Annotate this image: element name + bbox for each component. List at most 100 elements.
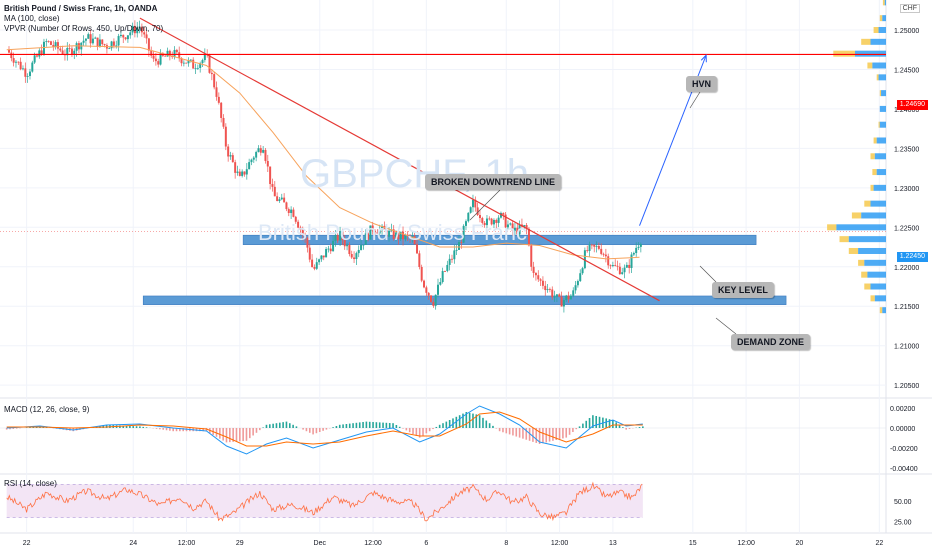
- macd-histogram-bar: [488, 423, 491, 428]
- candle-body: [166, 50, 169, 57]
- candle-body: [483, 222, 486, 226]
- macd-histogram-bar: [159, 428, 161, 430]
- candle-body: [91, 38, 94, 44]
- candle-body: [376, 232, 379, 234]
- macd-histogram-bar: [345, 424, 348, 428]
- volume-profile-row: [858, 247, 886, 254]
- macd-histogram-bar: [205, 428, 208, 432]
- macd-histogram-bar: [418, 428, 421, 438]
- macd-histogram-bar: [415, 428, 418, 436]
- candle-body: [45, 41, 48, 43]
- candle-body: [110, 41, 113, 49]
- y-tick-label: 1.24500: [894, 67, 919, 74]
- macd-histogram-bar: [395, 425, 398, 428]
- macd-histogram-bar: [129, 425, 131, 428]
- macd-histogram-bar: [335, 426, 338, 428]
- candle-body: [122, 34, 125, 38]
- candle-body: [350, 254, 353, 258]
- macd-histogram-bar: [482, 417, 484, 428]
- macd-histogram-bar: [302, 428, 304, 430]
- macd-tick-label: 0.00200: [890, 406, 915, 413]
- macd-histogram-bar: [608, 419, 611, 428]
- candle-body: [101, 39, 104, 45]
- demand-zone-callout: DEMAND ZONE: [731, 334, 810, 350]
- macd-histogram-bar: [202, 428, 204, 432]
- macd-label[interactable]: MACD (12, 26, close, 9): [4, 405, 90, 414]
- candle-body: [143, 32, 146, 35]
- volume-profile-row: [870, 200, 886, 207]
- y-tick-label: 1.22000: [894, 265, 919, 272]
- candle-body: [138, 26, 141, 28]
- candle-body: [24, 68, 27, 77]
- candle-body: [353, 257, 356, 260]
- vpvr-legend[interactable]: VPVR (Number Of Rows, 450, Up/Down, 70): [4, 24, 164, 33]
- macd-histogram-bar: [428, 428, 431, 432]
- candle-body: [355, 253, 358, 260]
- macd-histogram-bar: [625, 428, 627, 430]
- candle-body: [369, 225, 372, 240]
- candle-body: [306, 238, 309, 248]
- macd-histogram-bar: [179, 428, 181, 432]
- macd-histogram-bar: [525, 428, 528, 440]
- candle-body: [434, 294, 437, 306]
- candle-body: [586, 250, 589, 252]
- candle-body: [583, 250, 586, 269]
- volume-profile-row: [882, 0, 885, 6]
- macd-histogram-bar: [169, 428, 171, 431]
- rsi-band: [6, 484, 643, 518]
- candle-body: [294, 216, 297, 222]
- macd-histogram-bar: [32, 427, 35, 428]
- y-tick-label: 1.23500: [894, 146, 919, 153]
- candle-body: [227, 146, 230, 157]
- x-tick-label: 12:00: [737, 540, 755, 547]
- broken-downtrend-callout: BROKEN DOWNTREND LINE: [425, 174, 561, 190]
- volume-profile-row: [870, 295, 875, 302]
- candle-body: [31, 62, 34, 72]
- rsi-line: [6, 481, 643, 522]
- x-tick-label: 12:00: [551, 540, 569, 547]
- projection-arrow-head: [700, 54, 707, 63]
- volume-profile-row: [874, 295, 886, 302]
- candle-body: [534, 272, 537, 276]
- candle-body: [532, 266, 535, 273]
- rsi-label[interactable]: RSI (14, close): [4, 479, 57, 488]
- candle-body: [304, 234, 307, 239]
- candle-body: [518, 224, 521, 235]
- candle-body: [189, 59, 192, 61]
- candle-body: [61, 50, 64, 55]
- candle-body: [492, 219, 495, 225]
- macd-histogram-bar: [135, 426, 138, 428]
- candle-body: [413, 236, 416, 245]
- candle-body: [26, 76, 29, 77]
- macd-histogram-bar: [568, 428, 571, 435]
- candle-body: [276, 196, 279, 201]
- macd-histogram-bar: [392, 423, 394, 428]
- macd-histogram-bar: [575, 428, 578, 430]
- candle-body: [164, 55, 167, 57]
- volume-profile-row: [861, 271, 868, 278]
- candle-body: [140, 26, 143, 33]
- candle-body: [381, 225, 384, 230]
- candle-body: [416, 244, 419, 254]
- macd-histogram-bar: [412, 428, 414, 434]
- candle-body: [467, 212, 470, 222]
- macd-histogram-bar: [282, 422, 284, 428]
- macd-histogram-bar: [448, 420, 451, 428]
- candle-body: [38, 50, 41, 57]
- macd-histogram-bar: [245, 428, 248, 441]
- macd-histogram-bar: [478, 415, 481, 428]
- candle-body: [147, 38, 150, 51]
- macd-histogram-bar: [252, 428, 254, 436]
- macd-histogram-bar: [325, 428, 328, 430]
- macd-histogram-bar: [595, 416, 598, 428]
- macd-histogram-bar: [465, 412, 468, 428]
- volume-profile-row: [848, 247, 859, 254]
- ma-legend[interactable]: MA (100, close): [4, 14, 60, 23]
- candle-body: [234, 162, 237, 173]
- volume-profile-row: [864, 259, 886, 266]
- candle-body: [59, 48, 62, 51]
- candle-body: [217, 96, 220, 103]
- candle-body: [371, 225, 374, 231]
- candle-body: [343, 240, 346, 247]
- ma-100-line: [6, 45, 640, 260]
